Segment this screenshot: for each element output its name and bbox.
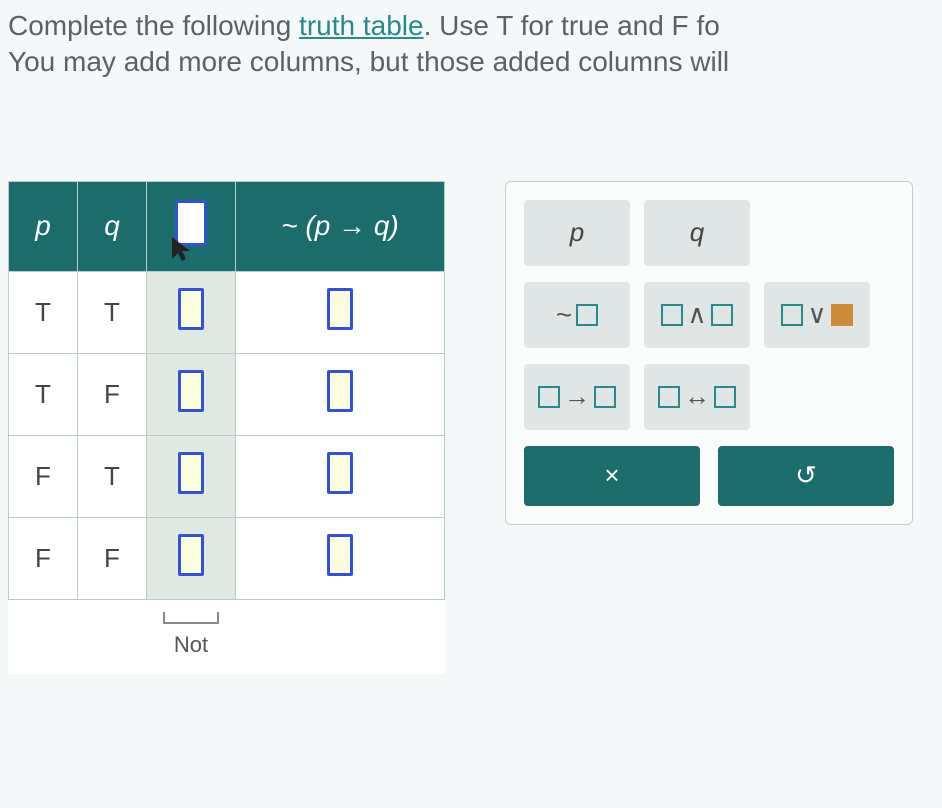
header-p: p — [9, 181, 78, 271]
symbol-and-button[interactable]: ∧ — [644, 282, 750, 348]
cell-q: F — [78, 517, 147, 599]
header-expression: ~ (p → q) — [236, 181, 445, 271]
cell-p: F — [9, 435, 78, 517]
palette-row: p q — [524, 200, 894, 266]
cell-q: T — [78, 271, 147, 353]
not-label-row: Not — [9, 599, 445, 674]
symbol-not-button[interactable]: ~ — [524, 282, 630, 348]
table-row: F F — [9, 517, 445, 599]
table-row: T F — [9, 353, 445, 435]
table-row: F T — [9, 435, 445, 517]
close-icon: × — [604, 460, 619, 491]
not-bracket-cell: Not — [147, 599, 236, 674]
symbol-implies-button[interactable]: → — [524, 364, 630, 430]
action-row: × ↺ — [524, 446, 894, 506]
input-cell[interactable] — [327, 452, 353, 494]
symbol-p-button[interactable]: p — [524, 200, 630, 266]
cell-blank[interactable] — [147, 353, 236, 435]
cursor-icon — [170, 235, 192, 263]
input-cell[interactable] — [178, 370, 204, 412]
cell-p: T — [9, 353, 78, 435]
cell-p: T — [9, 271, 78, 353]
cell-blank[interactable] — [147, 435, 236, 517]
bracket-icon — [163, 612, 219, 624]
not-label: Not — [174, 632, 208, 657]
cell-blank[interactable] — [147, 271, 236, 353]
symbol-iff-button[interactable]: ↔ — [644, 364, 750, 430]
truth-table-container: p q ~ (p → q) T T T F F T — [8, 181, 445, 674]
symbol-q-button[interactable]: q — [644, 200, 750, 266]
truth-table: p q ~ (p → q) T T T F F T — [8, 181, 445, 674]
close-button[interactable]: × — [524, 446, 700, 506]
cell-blank[interactable] — [147, 517, 236, 599]
undo-button[interactable]: ↺ — [718, 446, 894, 506]
cell-result[interactable] — [236, 353, 445, 435]
symbol-or-button[interactable]: ∨ — [764, 282, 870, 348]
instruction-post: . Use T for true and F fo — [424, 10, 720, 41]
palette-row: → ↔ — [524, 364, 894, 430]
instruction-line2: You may add more columns, but those adde… — [8, 46, 729, 77]
cell-q: T — [78, 435, 147, 517]
input-cell[interactable] — [178, 534, 204, 576]
cell-p: F — [9, 517, 78, 599]
instruction-text: Complete the following truth table. Use … — [8, 8, 934, 81]
cell-result[interactable] — [236, 435, 445, 517]
cell-result[interactable] — [236, 271, 445, 353]
table-row: T T — [9, 271, 445, 353]
input-cell[interactable] — [178, 452, 204, 494]
input-cell[interactable] — [178, 288, 204, 330]
input-cell[interactable] — [327, 288, 353, 330]
cell-q: F — [78, 353, 147, 435]
undo-icon: ↺ — [795, 460, 817, 491]
input-cell[interactable] — [327, 534, 353, 576]
palette-row: ~ ∧ ∨ — [524, 282, 894, 348]
instruction-pre: Complete the following — [8, 10, 299, 41]
truth-table-link[interactable]: truth table — [299, 10, 424, 41]
input-cell[interactable] — [327, 370, 353, 412]
symbol-palette: p q ~ ∧ ∨ → ↔ × — [505, 181, 913, 525]
cell-result[interactable] — [236, 517, 445, 599]
header-q: q — [78, 181, 147, 271]
main-area: p q ~ (p → q) T T T F F T — [8, 181, 934, 674]
